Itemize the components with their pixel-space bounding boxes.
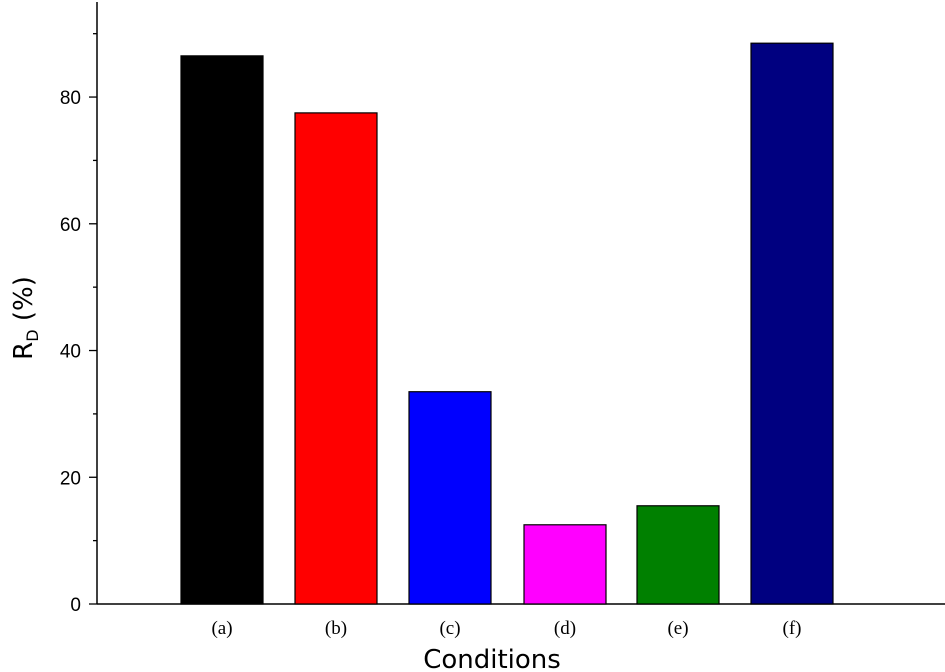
bar-b: [294, 112, 378, 605]
x-category-label: (d): [554, 618, 576, 639]
x-category-label: (f): [783, 618, 802, 639]
x-axis-category-labels: (a) (b) (c) (d) (e) (f): [211, 618, 801, 639]
y-axis-label-unit: (%): [9, 276, 39, 329]
y-axis-label-main: R: [9, 342, 39, 360]
y-tick-label: 40: [60, 342, 81, 363]
x-axis-label: Conditions: [423, 645, 561, 672]
y-tick-label: 60: [60, 215, 81, 236]
y-tick-label: 20: [60, 468, 81, 489]
bars-group: [180, 42, 834, 605]
x-category-label: (a): [211, 618, 232, 639]
bar-a: [180, 55, 264, 605]
y-tick-label: 0: [70, 595, 81, 616]
x-category-label: (e): [667, 618, 688, 639]
y-axis-label-subscript: D: [23, 329, 42, 341]
bar-c: [408, 391, 492, 605]
x-category-label: (b): [325, 618, 347, 639]
bar-f: [750, 42, 834, 605]
y-axis-ticks: 0 20 40 60 80: [60, 33, 97, 616]
y-axis-label: RD (%): [9, 276, 42, 360]
x-category-label: (c): [439, 618, 460, 639]
y-tick-label: 80: [60, 88, 81, 109]
bar-e: [636, 505, 720, 605]
bar-d: [523, 524, 607, 605]
